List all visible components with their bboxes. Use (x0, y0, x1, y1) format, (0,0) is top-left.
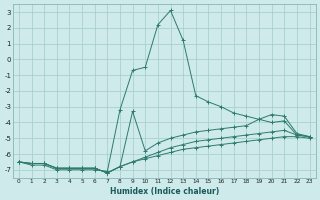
X-axis label: Humidex (Indice chaleur): Humidex (Indice chaleur) (109, 187, 219, 196)
